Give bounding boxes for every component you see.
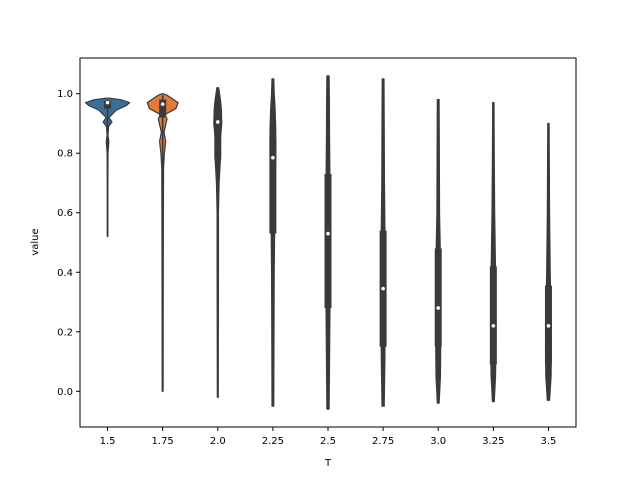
violin-median: [326, 231, 330, 236]
x-tick-label: 3.0: [430, 436, 446, 447]
violin-box: [489, 266, 497, 365]
violin-group: [84, 75, 552, 410]
violin-median: [271, 155, 275, 160]
violin-median: [546, 324, 551, 328]
violin-median: [491, 324, 496, 328]
violin-box: [324, 174, 332, 308]
y-tick-label: 0.4: [57, 268, 73, 279]
y-tick-label: 0.6: [57, 208, 73, 219]
violin-median: [436, 306, 441, 310]
x-tick-label: 2.5: [320, 436, 336, 447]
y-tick-label: 0.2: [57, 327, 73, 338]
y-tick-label: 1.0: [57, 89, 73, 100]
x-tick-label: 1.5: [100, 436, 116, 447]
plot-frame: [79, 57, 577, 428]
violin-box: [159, 99, 167, 118]
x-axis-ticks: 1.5 1.75 2.0 2.25 2.5 2.75 3.0 3.25 3.5: [100, 427, 556, 447]
y-axis-ticks: 0.0 0.2 0.4 0.6 0.8 1.0: [57, 89, 80, 398]
x-axis-label: T: [324, 458, 332, 469]
x-tick-label: 2.75: [372, 436, 394, 447]
violin-box: [269, 138, 277, 234]
violin-median: [105, 100, 110, 105]
y-tick-label: 0.8: [57, 149, 73, 160]
x-tick-label: 1.75: [152, 436, 174, 447]
x-tick-label: 2.25: [262, 436, 284, 447]
y-axis-label: value: [30, 228, 41, 255]
violin-median: [381, 286, 385, 291]
violin-box: [104, 101, 112, 109]
violin-median: [160, 102, 165, 106]
y-tick-label: 0.0: [57, 387, 73, 398]
violin-median: [215, 120, 220, 124]
violin-box: [214, 102, 222, 160]
x-tick-label: 2.0: [210, 436, 226, 447]
x-tick-label: 3.25: [482, 436, 504, 447]
violin-box: [434, 248, 442, 347]
x-tick-label: 3.5: [540, 436, 556, 447]
